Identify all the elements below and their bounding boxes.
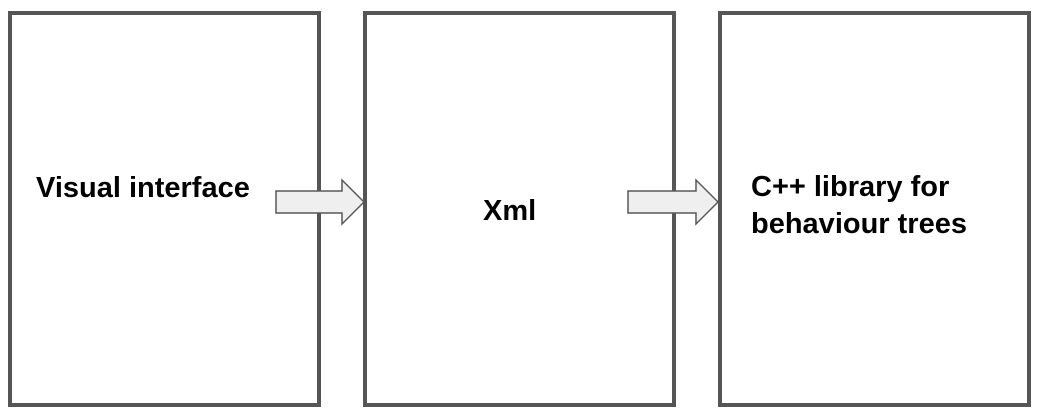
arrow-2-right-icon	[627, 178, 720, 226]
xml-box	[363, 11, 676, 407]
arrow-1-right-icon	[275, 178, 366, 226]
arrow-1-shape	[275, 178, 366, 226]
cpp-library-label-line-2: behaviour trees	[751, 208, 967, 240]
visual-interface-label: Visual interface	[36, 172, 250, 204]
visual-interface-box	[8, 11, 321, 407]
xml-label: Xml	[483, 195, 537, 227]
cpp-library-label-line-1: C++ library for	[751, 171, 950, 203]
arrow-2-shape	[627, 178, 720, 226]
cpp-library-label: C++ library for behaviour trees	[751, 169, 967, 243]
cpp-library-box	[718, 11, 1031, 407]
